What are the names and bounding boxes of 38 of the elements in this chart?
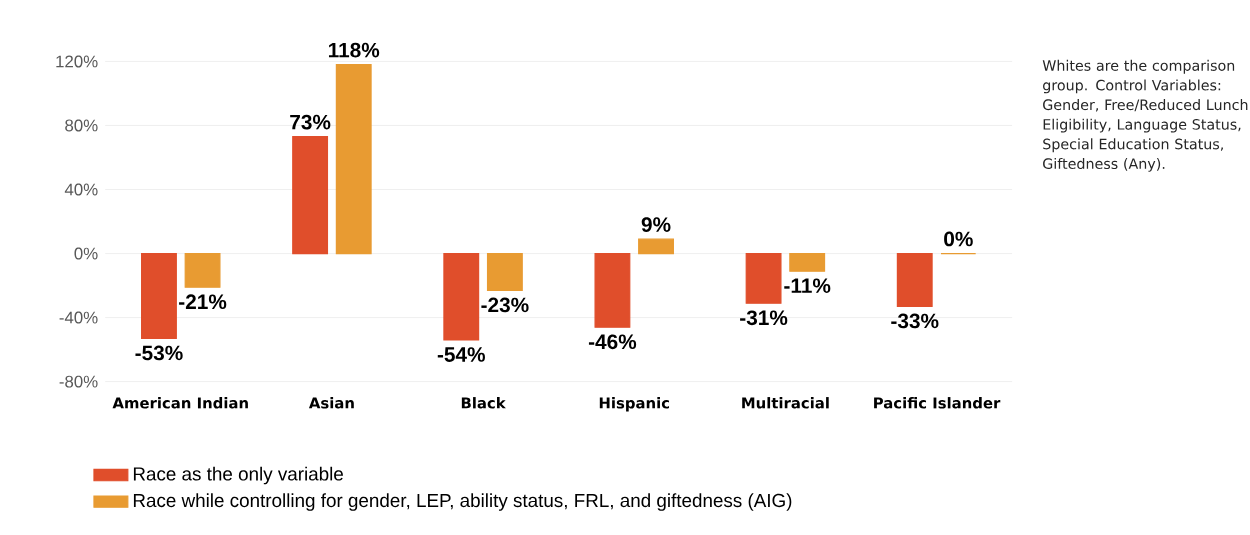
bar — [789, 252, 826, 272]
data-label: -21% — [179, 294, 227, 309]
bar — [638, 238, 674, 255]
bar — [745, 252, 782, 304]
bar — [896, 252, 933, 307]
bar — [486, 252, 523, 291]
y-tick-label: 0% — [74, 247, 98, 260]
data-label: -46% — [588, 334, 637, 350]
x-tick-label: Hispanic — [599, 396, 670, 412]
bar — [141, 252, 177, 339]
y-tick-label: -80% — [59, 375, 98, 388]
x-tick-label: American Indian — [112, 396, 248, 409]
data-label: 73% — [290, 114, 331, 130]
data-label: -23% — [481, 297, 529, 313]
data-label: -31% — [740, 310, 788, 326]
bar — [292, 135, 329, 255]
y-tick-label: -40% — [59, 311, 98, 324]
x-tick-label: Black — [461, 396, 506, 409]
data-label: -33% — [891, 313, 939, 329]
text: Whites are the comparison group. Control Variables: Gender, Free/Reduced Lunch Eligibility, Language Status, Special Education Status, Giftedness (Any). — [1042, 59, 1248, 172]
data-label: -54% — [437, 347, 485, 362]
x-tick-label: Pacific Islander — [874, 396, 1001, 409]
y-tick-label: 120% — [56, 55, 98, 68]
data-label: 118% — [328, 42, 380, 58]
x-tick-label: Asian — [308, 396, 354, 409]
data-label: -53% — [135, 345, 183, 361]
y-tick-label: 80% — [65, 119, 98, 132]
bar — [335, 63, 372, 255]
data-label: -11% — [784, 278, 831, 293]
y-tick-label: 40% — [64, 183, 98, 196]
bar — [443, 252, 480, 341]
x-tick-label: Multiracial — [742, 396, 829, 409]
bar — [184, 252, 221, 288]
data-label: 9% — [641, 217, 671, 232]
legend-label: Race while controlling for gender, LEP, ability status, FRL, and giftedness (AIG) — [133, 493, 792, 511]
legend-label: Race as the only variable — [133, 466, 343, 485]
data-label: 0% — [944, 231, 973, 247]
bar — [594, 252, 631, 328]
